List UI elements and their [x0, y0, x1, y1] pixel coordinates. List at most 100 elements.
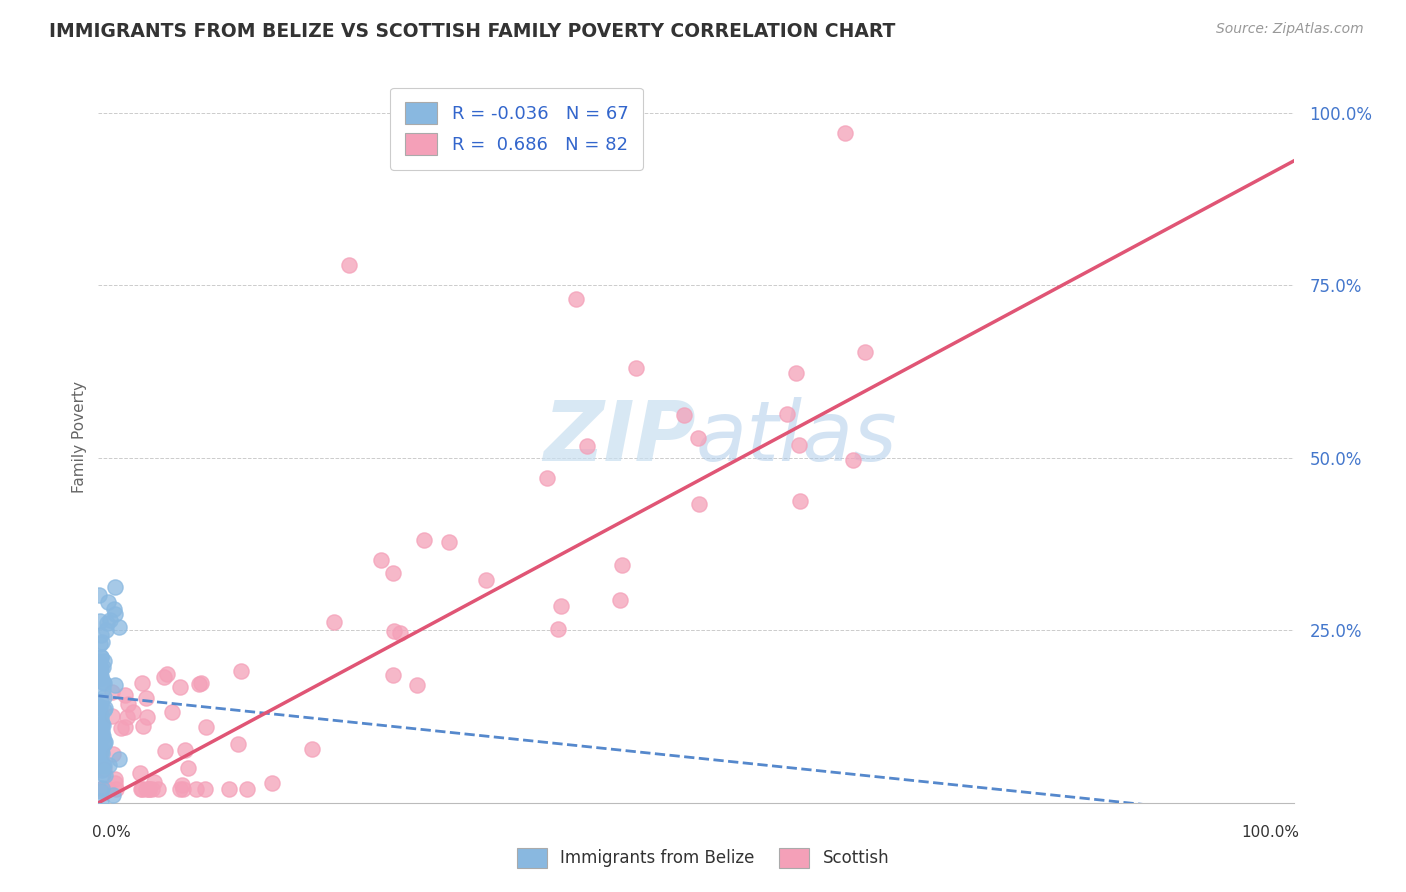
Point — [90, 717, 112, 731]
Point — [841, 453, 863, 467]
Point — [90, 693, 112, 707]
Y-axis label: Family Poverty: Family Poverty — [72, 381, 87, 493]
Point — [89, 739, 111, 753]
Point — [104, 581, 127, 595]
Point — [91, 635, 114, 649]
Point — [142, 774, 165, 789]
Point — [89, 664, 111, 678]
Point — [101, 747, 124, 761]
Point — [146, 782, 169, 797]
Point — [94, 701, 117, 715]
Point — [90, 764, 112, 778]
Point — [93, 703, 115, 717]
Text: 0.0%: 0.0% — [93, 825, 131, 839]
Point — [110, 721, 132, 735]
Point — [169, 680, 191, 694]
Point — [688, 497, 710, 511]
Point — [94, 767, 117, 781]
Point — [96, 616, 118, 631]
Point — [260, 775, 283, 789]
Point — [91, 717, 114, 731]
Point — [382, 624, 405, 639]
Point — [672, 408, 695, 422]
Point — [93, 682, 115, 697]
Point — [547, 622, 569, 636]
Point — [90, 745, 112, 759]
Point — [173, 743, 195, 757]
Point — [160, 706, 183, 720]
Point — [90, 742, 112, 756]
Point — [93, 730, 115, 744]
Point — [91, 729, 114, 743]
Point — [90, 628, 112, 642]
Point — [138, 782, 160, 797]
Point — [90, 724, 112, 739]
Point — [93, 690, 115, 704]
Point — [381, 667, 404, 681]
Point — [90, 650, 112, 665]
Point — [91, 747, 114, 761]
Point — [115, 710, 138, 724]
Point — [776, 407, 799, 421]
Point — [90, 650, 112, 665]
Text: ZIP: ZIP — [543, 397, 696, 477]
Point — [91, 766, 114, 780]
Point — [104, 607, 127, 621]
Point — [195, 720, 218, 734]
Point — [94, 782, 117, 797]
Point — [98, 613, 121, 627]
Point — [100, 709, 122, 723]
Point — [135, 710, 157, 724]
Point — [108, 752, 131, 766]
Point — [89, 739, 111, 754]
Text: atlas: atlas — [696, 397, 897, 477]
Point — [89, 753, 111, 767]
Point — [91, 782, 114, 797]
Point — [97, 782, 120, 797]
Point — [104, 772, 127, 787]
Point — [89, 794, 111, 808]
Point — [129, 765, 152, 780]
Point — [90, 782, 112, 797]
Point — [93, 718, 115, 732]
Point — [93, 676, 115, 690]
Point — [91, 674, 114, 689]
Point — [172, 778, 194, 792]
Point — [301, 741, 323, 756]
Point — [90, 669, 112, 683]
Point — [789, 438, 811, 452]
Point — [226, 737, 249, 751]
Point — [789, 494, 811, 508]
Point — [90, 720, 112, 734]
Point — [90, 708, 112, 723]
Point — [536, 471, 558, 485]
Point — [475, 573, 498, 587]
Point — [103, 602, 125, 616]
Point — [135, 691, 157, 706]
Point — [93, 758, 115, 772]
Point — [94, 735, 117, 749]
Text: 100.0%: 100.0% — [1241, 825, 1299, 839]
Point — [93, 654, 115, 668]
Point — [89, 615, 111, 629]
Point — [90, 782, 112, 797]
Text: IMMIGRANTS FROM BELIZE VS SCOTTISH FAMILY POVERTY CORRELATION CHART: IMMIGRANTS FROM BELIZE VS SCOTTISH FAMIL… — [49, 22, 896, 41]
Point — [94, 782, 117, 797]
Point — [91, 758, 114, 772]
Point — [87, 748, 110, 763]
Point — [105, 782, 128, 797]
Point — [131, 718, 153, 732]
Point — [104, 776, 127, 790]
Point — [138, 782, 160, 797]
Point — [172, 782, 194, 797]
Point — [565, 292, 588, 306]
Point — [89, 664, 111, 678]
Point — [339, 258, 361, 272]
Point — [89, 655, 111, 669]
Point — [97, 595, 120, 609]
Point — [190, 676, 212, 690]
Point — [141, 782, 163, 797]
Point — [131, 782, 153, 797]
Point — [89, 637, 111, 651]
Point — [576, 439, 599, 453]
